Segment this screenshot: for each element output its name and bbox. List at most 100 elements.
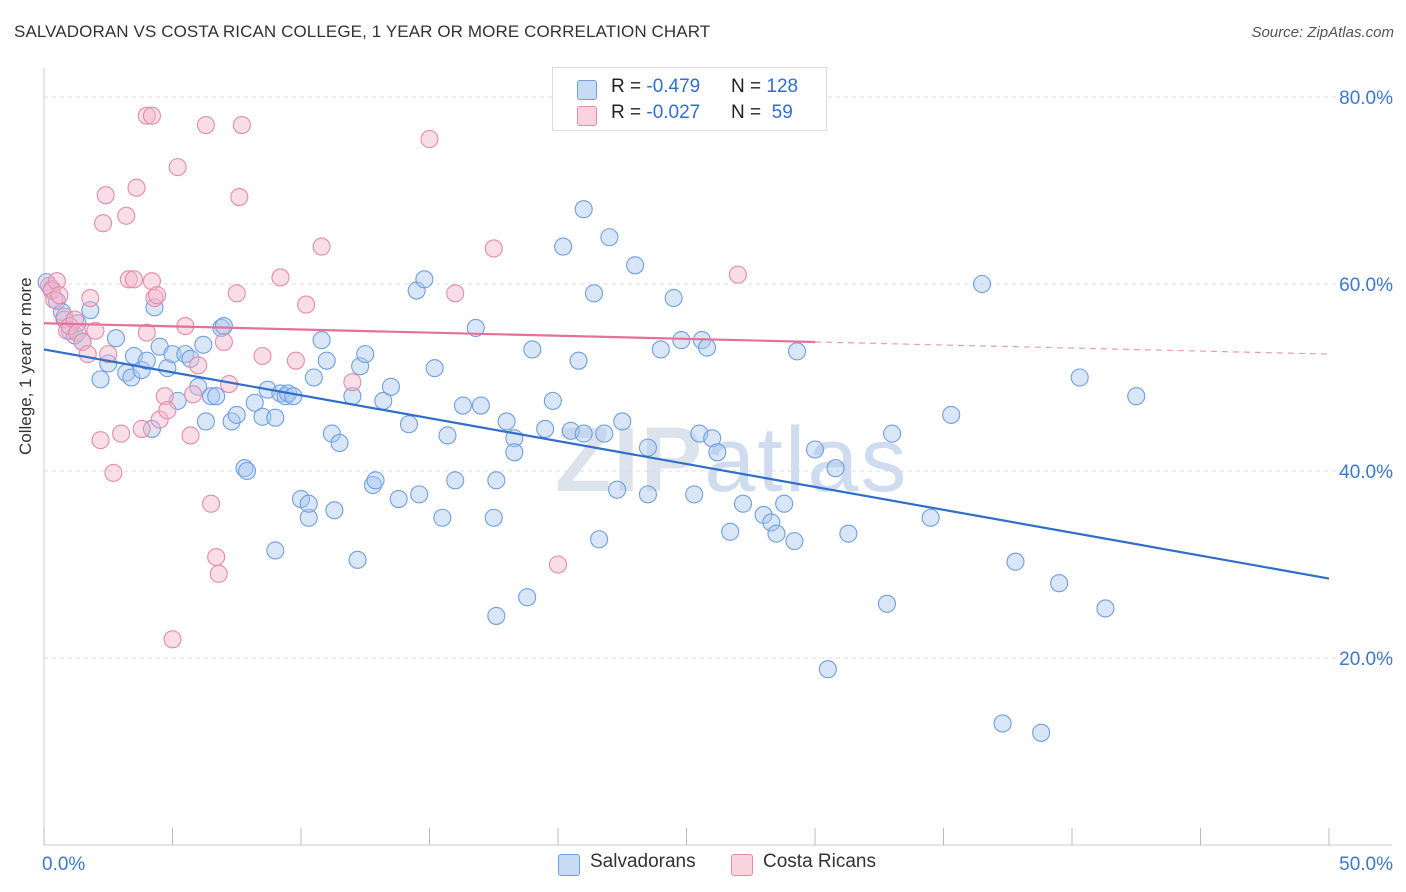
costa-rican-point [168,158,187,177]
costa-rican-point [214,332,233,352]
salvadoran-point [235,459,254,478]
salvadoran-point [122,368,141,387]
costa-rican-point [420,130,439,149]
costa-rican-point [104,463,123,482]
salvadoran-point [433,508,452,527]
salvadoran-point [466,318,485,337]
salvadoran-point [399,415,418,434]
salvadoran-point [202,387,221,406]
salvadoran-point [785,532,804,551]
y-tick-label: 80.0% [1339,88,1393,109]
bottom-legend-swatch-costa-ricans [731,854,753,876]
costa-rican-point [142,106,161,125]
salvadoran-point [993,714,1012,733]
costa-rican-point [202,494,221,513]
salvadoran-point [471,396,490,415]
costa-rican-point [548,555,568,574]
salvadoran-point [446,471,465,490]
salvadoran-point [805,440,825,459]
costa-rican-point [94,214,113,233]
costa-rican-point [271,268,290,287]
costa-rican-point [297,295,316,314]
salvadoran-point [227,405,246,424]
salvadoran-point [348,550,367,569]
salvadoran-point [626,256,645,275]
costa-rican-point [196,116,215,135]
salvadoran-point [972,274,992,294]
bottom-legend-label-costa-ricans: Costa Ricans [763,851,876,872]
costa-rican-point [91,431,110,450]
watermark-atlas: atlas [704,409,909,511]
salvadoran-point [721,522,740,541]
salvadoran-point [299,494,318,513]
legend-n-label: N = [731,76,767,97]
costa-rican-point [119,270,138,289]
watermark: ZIPatlas [555,408,908,513]
salvadoran-point [299,508,318,527]
salvadoran-point [497,412,516,431]
salvadoran-point [410,485,429,504]
salvadoran-point [672,331,691,350]
costa-rican-point [78,345,97,364]
source-credit: Source: ZipAtlas.com [1251,24,1394,41]
costa-rican-point [163,630,182,649]
costa-rican-point [312,237,331,256]
salvadoran-point [181,349,200,368]
legend-r-value: -0.027 [646,102,701,123]
salvadoran-point [196,412,215,431]
costa-rican-point [86,321,105,340]
salvadoran-point [698,338,717,357]
costa-rican-point [484,239,503,258]
salvadoran-point [322,424,341,443]
costa-rican-point [117,206,136,225]
salvadoran-point [921,508,940,527]
legend-n-salvadorans: N = 128 [731,76,798,98]
costa-rican-point [189,356,208,375]
salvadoran-point [638,438,658,457]
salvadoran-point [877,594,897,613]
salvadoran-point [505,443,524,462]
salvadoran-point [330,433,349,453]
costa-rican-point [81,288,100,308]
salvadoran-point [1127,387,1146,406]
salvadoran-point [304,368,323,387]
salvadoran-point [317,351,336,370]
salvadoran-point [1070,368,1089,387]
salvadoran-point [1032,723,1051,742]
salvadoran-point [453,396,472,415]
legend-r-label: R = [611,102,647,123]
salvadoran-point [363,475,383,495]
salvadoran-point [366,471,385,490]
costa-rican-point [158,401,177,420]
salvadoran-point [266,408,285,427]
salvadoran-point [883,424,902,443]
costa-rican-point [184,385,203,404]
salvadoran-point [762,513,781,532]
salvadoran-point [787,342,807,361]
costa-rican-point [232,116,251,135]
x-tick-label: 50.0% [1339,854,1393,875]
salvadoran-point [595,424,614,443]
salvadoran-point [767,524,786,543]
salvadoran-point [1050,574,1069,593]
costa-rican-point [343,373,362,392]
salvadoran-point [574,424,593,443]
costa-rican-point [728,265,747,284]
costa-rican-point [55,307,74,326]
correlation-legend: R = -0.479 N = 128 R = -0.027 N = 59 [552,67,827,131]
salvadoran-point [415,270,434,289]
costa-rican-point [155,387,174,406]
salvadoran-point [351,357,370,376]
costa-rican-point [253,346,272,366]
salvadoran-point [523,340,542,359]
salvadoran-point [608,480,627,499]
salvadoran-point [389,489,408,509]
salvadoran-point [569,351,588,370]
costa-rican-point [227,284,246,303]
salvadoran-point [237,461,257,481]
salvadoran-point [214,317,233,336]
salvadoran-point [536,419,555,438]
salvadoran-point [487,471,506,490]
bottom-legend-label-salvadorans: Salvadorans [590,851,696,872]
salvadoran-point [381,377,401,396]
